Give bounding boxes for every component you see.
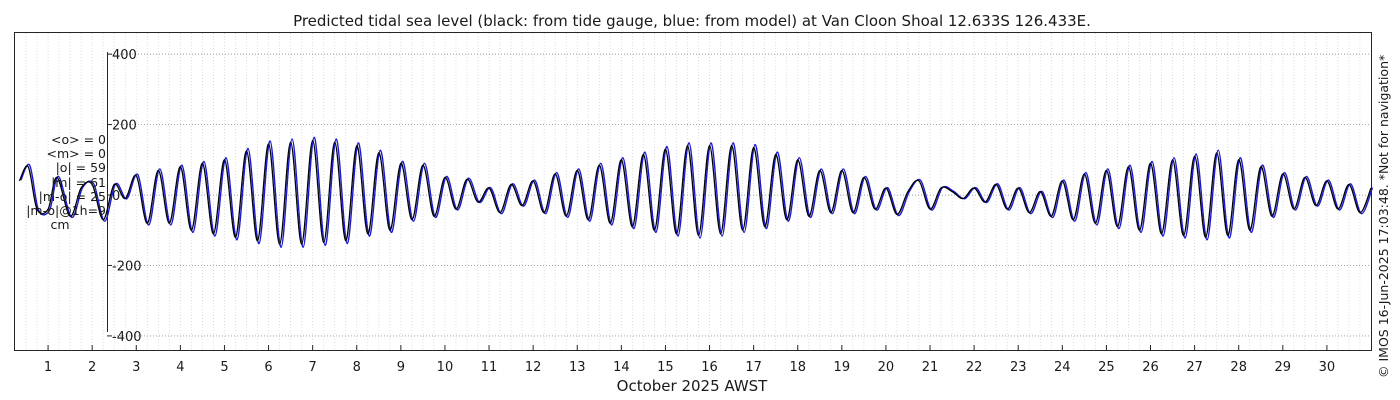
series-line-gauge [18,139,1372,245]
x-tick-label: 5 [220,360,228,375]
y-tick-label: -400 [112,330,142,345]
x-tick-label: 11 [481,360,498,375]
x-tick-label: 7 [309,360,317,375]
stat-mean-model: <m> = 0 [46,146,107,162]
x-tick-label: 28 [1230,360,1247,375]
x-tick-label: 18 [789,360,806,375]
x-tick-label: 30 [1319,360,1336,375]
series-line-model [20,136,1374,249]
x-tick-label: 17 [745,360,762,375]
x-tick-label: 22 [966,360,983,375]
x-tick-label: 9 [397,360,405,375]
x-tick-label: 16 [701,360,718,375]
stat-abs-model: |m| = 61 [51,174,106,190]
x-tick-label: 13 [569,360,586,375]
x-tick-label: 14 [613,360,630,375]
credit-note: © IMOS 16-Jun-2025 17:03:48. *Not for na… [1376,54,1391,378]
y-tick-label: -200 [112,259,142,274]
x-tick-label: 23 [1010,360,1027,375]
stat-unit: cm [50,217,70,233]
stat-abs-observed: |o| = 59 [55,160,106,176]
x-tick-label: 26 [1142,360,1159,375]
x-tick-label: 12 [525,360,542,375]
x-tick-label: 29 [1275,360,1292,375]
stats-panel: <o> = 0 <m> = 0 |o| = 59 |m| = 61 |m-o| … [14,132,107,233]
y-tick-labels: 400 200 0 -200 -400 [112,48,142,345]
x-tick-label: 27 [1186,360,1203,375]
stat-abs-diff: |m-o| = 25 [38,188,106,204]
x-grid [25,33,1361,350]
y-tick-label: 200 [112,119,137,134]
x-tick-labels: 1 2 3 4 5 6 7 8 9 10 11 12 13 14 15 16 17 18 19 20 21 22 23 24 2… [44,345,1335,375]
x-tick-label: 8 [353,360,361,375]
x-tick-label: 3 [132,360,140,375]
chart-title: Predicted tidal sea level (black: from t… [293,12,1091,30]
y-tick-label: 0 [112,189,120,204]
x-tick-label: 1 [44,360,52,375]
x-tick-label: 20 [878,360,895,375]
series-lines [18,136,1374,249]
x-tick-label: 21 [922,360,939,375]
stat-mean-observed: <o> = 0 [51,132,106,147]
stat-abs-diff-1h: |m-o|@1h=9 [26,203,106,219]
x-tick-label: 15 [657,360,674,375]
x-tick-label: 10 [437,360,454,375]
x-tick-label: 6 [264,360,272,375]
y-tick-label: 400 [112,48,137,63]
x-tick-label: 2 [88,360,96,375]
x-tick-label: 25 [1098,360,1115,375]
x-tick-label: 19 [834,360,851,375]
x-tick-label: 4 [176,360,184,375]
x-axis-label: October 2025 AWST [617,377,769,395]
x-tick-label: 24 [1054,360,1071,375]
